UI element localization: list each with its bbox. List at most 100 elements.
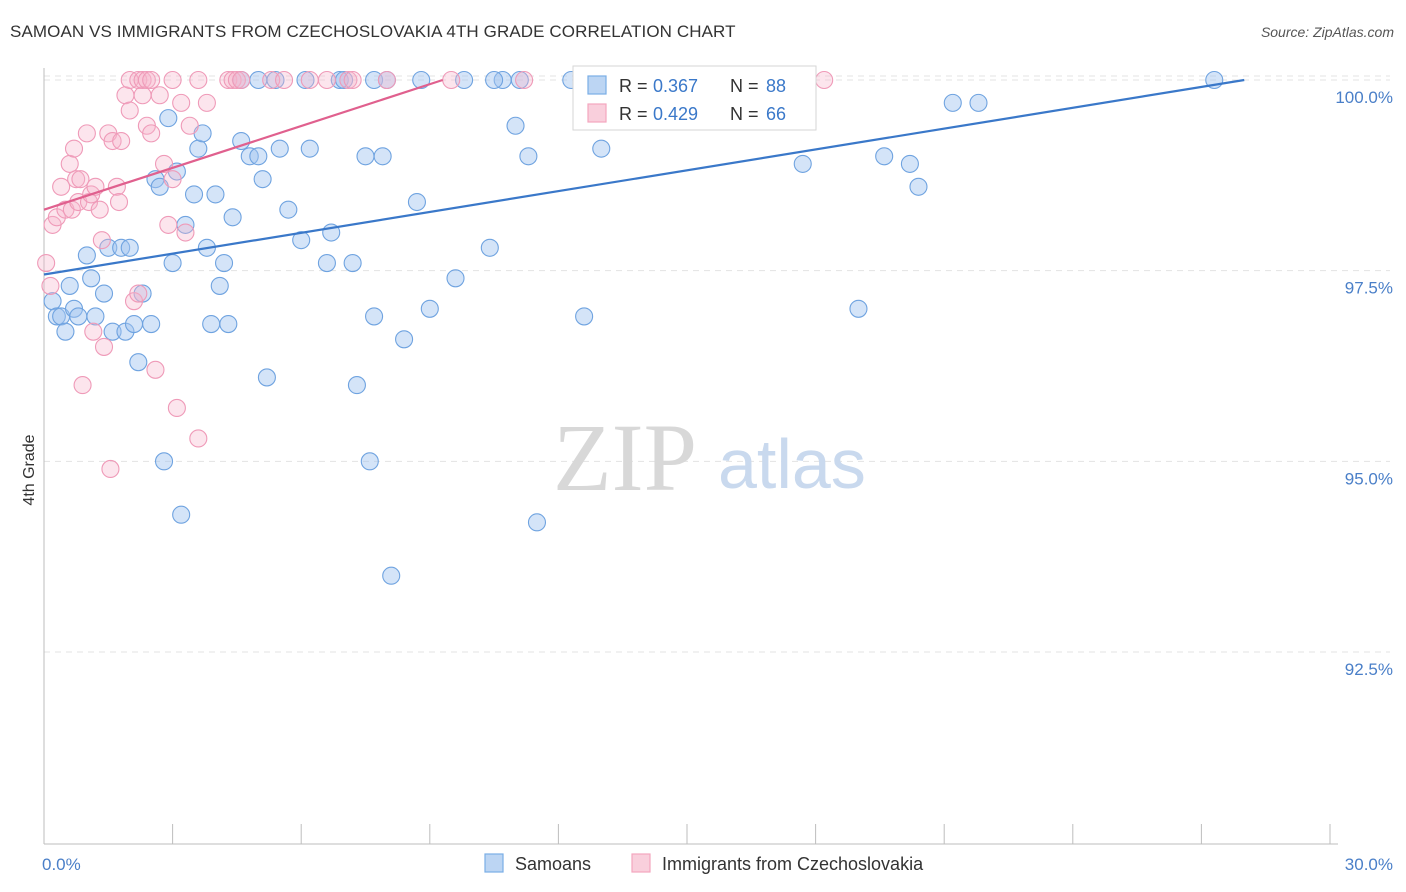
samoan-point-23 (159, 109, 178, 128)
y-tick-label-0: 92.5% (1345, 660, 1393, 679)
samoan-point-81 (296, 70, 315, 90)
samoan-point-6 (69, 307, 88, 326)
samoan-point-84 (485, 70, 504, 90)
bottom-legend-swatch-czech (631, 853, 651, 873)
samoan-point-46 (300, 139, 319, 158)
y-tick-labels: 92.5% 95.0% 97.5% 100.0% (1335, 88, 1393, 679)
czech-point-9 (67, 170, 86, 189)
legend-n-label-czech: N = (730, 104, 759, 124)
watermark-atlas: atlas (718, 425, 866, 503)
czech-point-54 (227, 70, 246, 90)
samoan-point-26 (172, 505, 191, 524)
samoan-point-36 (219, 315, 238, 334)
czech-point-65 (815, 70, 834, 90)
samoan-point-45 (292, 231, 311, 250)
samoan-point-43 (270, 139, 289, 158)
samoan-point-61 (506, 116, 525, 135)
legend-swatch-czech (587, 103, 607, 123)
czech-point-22 (101, 459, 120, 479)
samoan-point-70 (909, 177, 928, 196)
samoan-point-15 (120, 238, 139, 257)
czech-point-61 (343, 70, 362, 90)
samoan-point-64 (575, 307, 594, 326)
legend-n-value-czech: 66 (766, 104, 786, 124)
samoan-point-3 (56, 322, 75, 341)
legend-frame (572, 65, 817, 131)
samoan-point-50 (347, 376, 366, 395)
czech-point-14 (79, 192, 99, 212)
czech-point-26 (112, 131, 131, 151)
czech-point-11 (71, 170, 90, 189)
samoan-point-47 (317, 253, 336, 273)
samoan-point-57 (407, 192, 426, 212)
legend-r-label-czech: R = (619, 104, 648, 124)
czech-trend-line (43, 78, 444, 211)
czech-point-28 (120, 101, 139, 120)
samoan-point-55 (382, 566, 401, 585)
czech-point-50 (163, 70, 182, 90)
samoan-point-1 (47, 307, 66, 326)
czech-point-6 (60, 154, 79, 173)
samoan-point-78 (412, 70, 431, 90)
czech-point-44 (197, 93, 216, 112)
samoan-point-72 (969, 93, 988, 112)
samoan-point-34 (210, 276, 229, 295)
samoan-point-40 (249, 147, 268, 166)
samoan-point-77 (455, 70, 474, 90)
czech-point-13 (77, 124, 96, 143)
bottom-legend-swatch-samoans (484, 853, 504, 873)
czech-point-19 (92, 231, 111, 250)
bottom-legend: Samoans Immigrants from Czechoslovakia (484, 853, 924, 874)
y-axis-title: 4th Grade (21, 434, 38, 505)
samoan-point-42 (257, 368, 276, 387)
axes (43, 68, 1338, 845)
y-tick-label-1: 95.0% (1345, 469, 1393, 488)
samoan-point-35 (214, 253, 234, 273)
samoan-point-62 (519, 147, 538, 166)
samoan-point-7 (77, 246, 96, 265)
czech-point-12 (73, 376, 92, 395)
czech-point-34 (146, 360, 165, 379)
samoan-point-22 (154, 452, 174, 471)
samoan-point-56 (395, 330, 414, 349)
samoan-point-0 (43, 292, 62, 311)
samoan-point-10 (94, 284, 114, 303)
bottom-legend-label-czech: Immigrants from Czechoslovakia (662, 854, 924, 874)
samoan-point-4 (60, 276, 79, 295)
czech-point-64 (515, 70, 534, 90)
samoan-trend-line (43, 78, 1245, 276)
czech-point-42 (180, 116, 199, 135)
x-tick-label-min: 0.0% (42, 855, 81, 874)
czech-point-51 (189, 70, 208, 90)
czech-point-60 (339, 70, 358, 90)
samoan-point-66 (793, 154, 812, 173)
czech-point-20 (94, 337, 114, 356)
czech-point-37 (159, 215, 178, 234)
samoan-point-53 (365, 307, 384, 326)
samoan-point-60 (480, 238, 499, 257)
samoan-point-29 (189, 139, 208, 158)
samoan-point-32 (202, 315, 221, 334)
czech-point-0 (37, 253, 56, 273)
legend-r-label-samoans: R = (619, 76, 648, 96)
legend-box: R = 0.367 N = 88 R = 0.429 N = 66 (572, 65, 817, 131)
samoan-point-17 (129, 353, 148, 372)
samoan-point-9 (86, 307, 105, 326)
legend-r-value-czech: 0.429 (653, 104, 698, 124)
samoan-point-49 (343, 253, 362, 273)
legend-n-value-samoans: 88 (766, 76, 786, 96)
czech-point-4 (52, 177, 71, 196)
samoan-point-54 (373, 147, 392, 166)
samoan-point-33 (206, 185, 225, 204)
czech-point-30 (129, 284, 148, 303)
czech-point-58 (300, 70, 319, 90)
czech-point-16 (84, 322, 103, 341)
source-label: Source: ZipAtlas.com (1260, 24, 1394, 40)
samoan-point-12 (103, 322, 122, 341)
czech-point-25 (109, 192, 129, 212)
samoan-point-28 (184, 185, 204, 204)
czech-point-48 (137, 70, 156, 90)
czech-point-27 (116, 86, 135, 105)
y-tick-label-3: 100.0% (1335, 88, 1393, 107)
